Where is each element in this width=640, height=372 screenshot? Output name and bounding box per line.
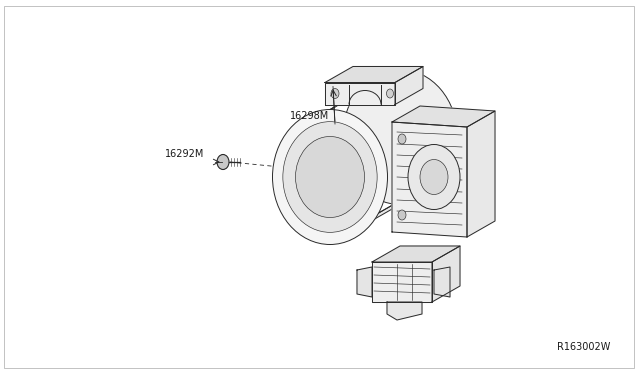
Ellipse shape [296, 137, 365, 218]
Polygon shape [325, 83, 395, 105]
Ellipse shape [408, 144, 460, 209]
Polygon shape [395, 67, 423, 105]
Text: 16298M: 16298M [290, 111, 329, 121]
Ellipse shape [331, 89, 339, 99]
Polygon shape [392, 106, 495, 127]
Ellipse shape [283, 122, 377, 232]
Polygon shape [372, 246, 460, 262]
Polygon shape [432, 246, 460, 302]
Text: R163002W: R163002W [557, 342, 610, 352]
Polygon shape [357, 267, 372, 297]
Ellipse shape [217, 154, 229, 170]
Polygon shape [327, 70, 400, 112]
Ellipse shape [273, 109, 387, 244]
Ellipse shape [398, 210, 406, 220]
Polygon shape [434, 267, 450, 297]
Polygon shape [467, 111, 495, 237]
Ellipse shape [387, 89, 394, 98]
Ellipse shape [342, 70, 458, 205]
Ellipse shape [398, 134, 406, 144]
Polygon shape [387, 302, 422, 320]
Text: 16292M: 16292M [165, 149, 204, 159]
Polygon shape [327, 202, 400, 244]
Polygon shape [325, 67, 423, 83]
Polygon shape [392, 122, 467, 237]
Ellipse shape [420, 160, 448, 195]
Polygon shape [372, 262, 432, 302]
